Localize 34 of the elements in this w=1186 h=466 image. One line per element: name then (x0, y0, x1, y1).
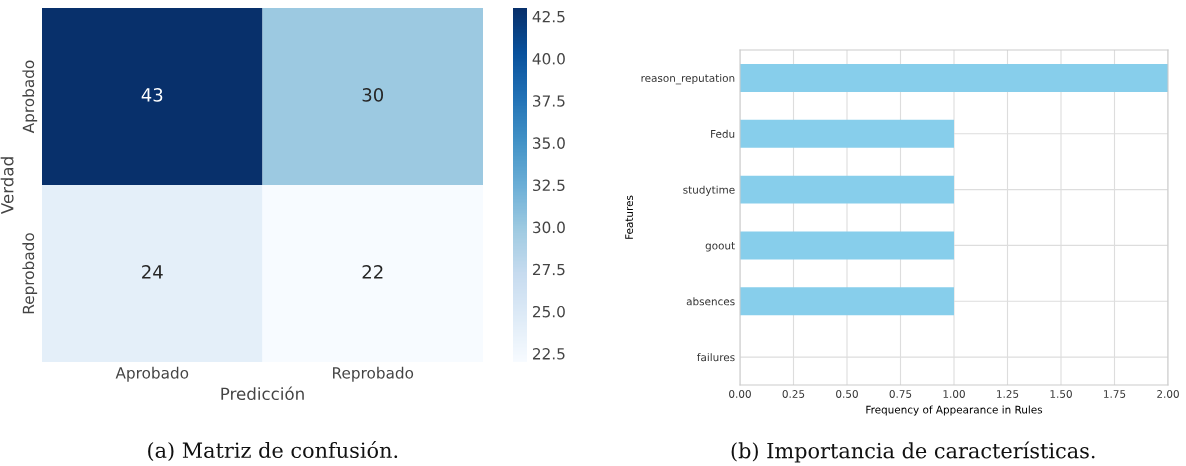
x-tick-label: 1.75 (1104, 390, 1126, 398)
y-tick-label: absences (686, 297, 735, 306)
x-tick-label: 0.75 (889, 390, 912, 398)
data-label: 30 (362, 88, 384, 102)
x-tick-label: 1.00 (943, 390, 965, 398)
text: (b) Importancia de características. (731, 441, 1095, 463)
y-axis-title: Verdad (0, 157, 14, 215)
x-tick-label: 0.00 (729, 390, 751, 398)
color-bar-label: 25.0 (532, 305, 565, 318)
color-bar-label: 30.0 (533, 221, 565, 234)
x-tick-label: 1.25 (997, 390, 1019, 398)
y-axis-title: Features (625, 195, 634, 239)
x-axis-title: Predicción (221, 386, 304, 401)
data-label: 24 (142, 265, 163, 279)
color-bar-label: 37.5 (533, 95, 565, 107)
color-bar-label: 42.5 (532, 10, 565, 23)
y-tick-label: failures (697, 353, 735, 362)
x-axis-title: Frequency of Appearance in Rules (866, 405, 1043, 416)
y-tick-label: reason_reputation (641, 73, 735, 85)
x-tick-label: 1.50 (1050, 390, 1072, 398)
y-tick-label: goout (705, 242, 735, 252)
data-label: 43 (141, 88, 163, 102)
color-bar-label: 32.5 (533, 179, 565, 192)
color-bar-label: 22.5 (532, 348, 565, 360)
y-tick-label: Fedu (711, 129, 735, 138)
text: (a) Matriz de confusión. (148, 441, 398, 461)
color-bar-label: 35.0 (533, 137, 565, 149)
x-tick-label: 0.25 (782, 390, 805, 398)
color-bar-label: 40.0 (532, 53, 565, 65)
y-tick-label: studytime (683, 185, 735, 196)
x-tick-label: 2.00 (1157, 390, 1179, 398)
data-label: 22 (362, 265, 383, 279)
x-tick-label: 0.50 (836, 390, 858, 398)
color-bar-label: 27.5 (532, 263, 565, 276)
